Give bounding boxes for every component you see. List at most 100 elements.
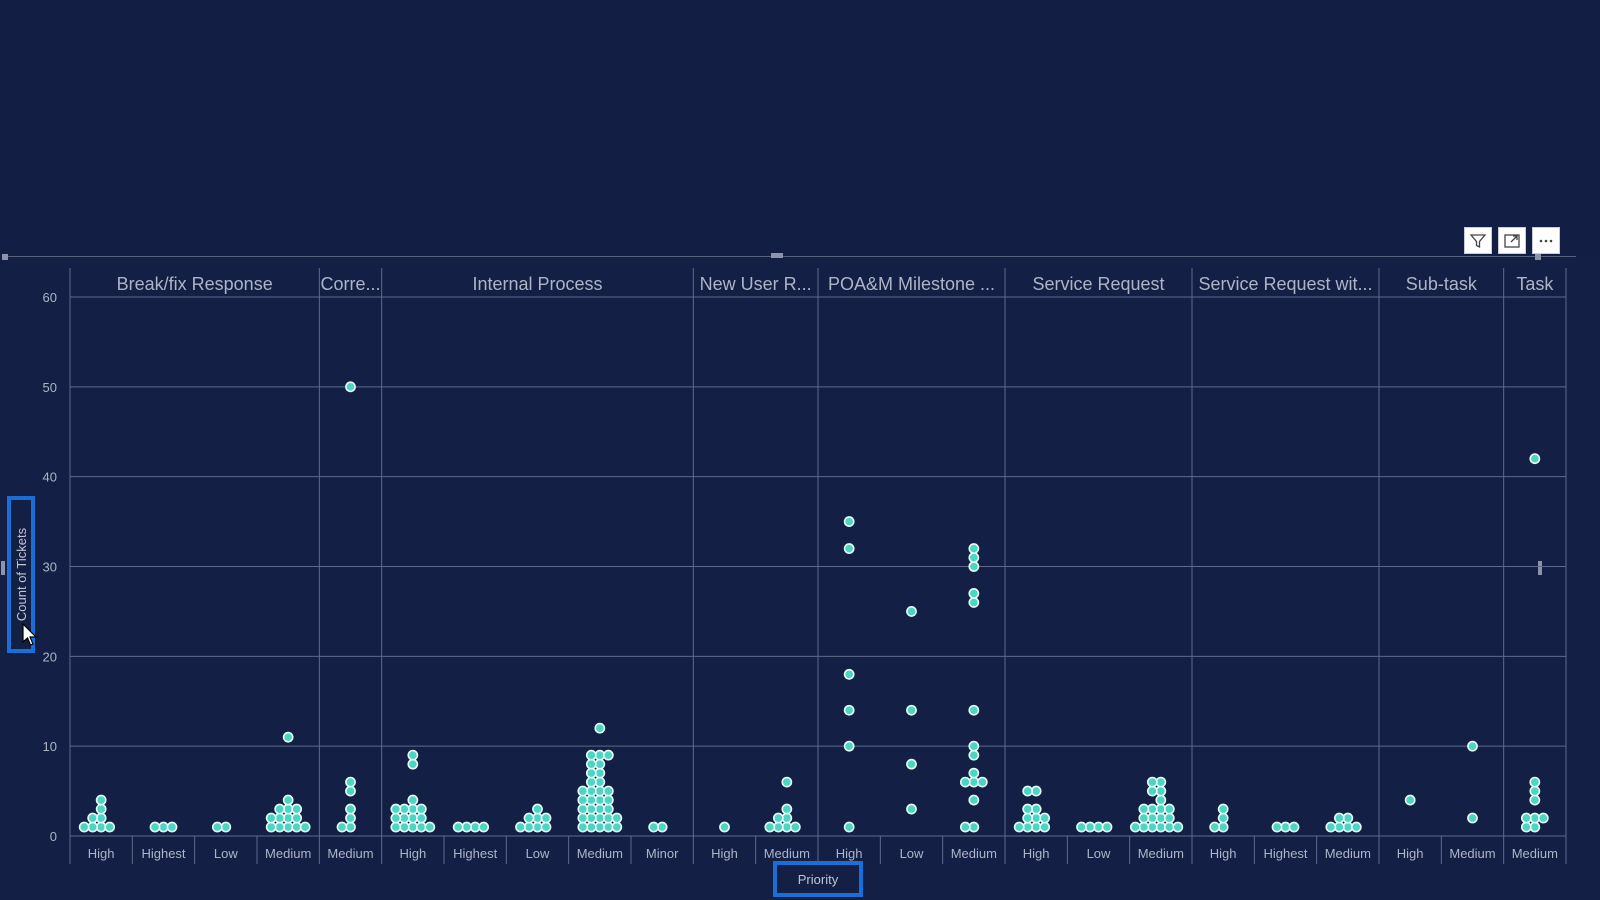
data-point[interactable] <box>345 803 356 815</box>
data-point[interactable] <box>602 794 614 806</box>
data-point[interactable] <box>1013 821 1025 833</box>
data-point[interactable] <box>282 731 294 743</box>
data-point[interactable] <box>1520 812 1532 824</box>
data-point[interactable] <box>1217 812 1229 824</box>
data-point[interactable] <box>585 749 597 761</box>
data-point[interactable] <box>1022 803 1034 815</box>
data-point[interactable] <box>781 776 793 788</box>
data-point[interactable] <box>968 767 980 779</box>
data-point[interactable] <box>1039 812 1051 824</box>
resize-handle-top-left[interactable] <box>2 254 8 260</box>
data-point[interactable] <box>1129 821 1141 833</box>
data-point[interactable] <box>1138 812 1150 824</box>
data-point[interactable] <box>1325 821 1337 833</box>
data-point[interactable] <box>577 821 589 833</box>
data-point[interactable] <box>415 812 427 824</box>
data-point[interactable] <box>968 704 980 716</box>
data-point[interactable] <box>648 821 660 833</box>
data-point[interactable] <box>1101 821 1113 833</box>
data-point[interactable] <box>1163 803 1175 815</box>
data-point[interactable] <box>1333 812 1345 824</box>
data-point[interactable] <box>772 812 784 824</box>
data-point[interactable] <box>1155 794 1167 806</box>
data-point[interactable] <box>585 767 597 779</box>
data-point[interactable] <box>611 821 623 833</box>
visual-container[interactable] <box>1 253 1576 897</box>
resize-handle-right[interactable] <box>1538 561 1542 575</box>
resize-handle-left[interactable] <box>1 561 5 575</box>
data-point[interactable] <box>843 543 855 554</box>
data-point[interactable] <box>577 812 589 824</box>
data-point[interactable] <box>1529 453 1541 465</box>
data-point[interactable] <box>577 794 589 806</box>
data-point[interactable] <box>1271 821 1283 833</box>
data-point[interactable] <box>452 821 464 833</box>
data-point[interactable] <box>1467 812 1478 824</box>
data-point[interactable] <box>906 704 917 716</box>
data-point[interactable] <box>211 821 223 833</box>
data-point[interactable] <box>976 776 988 788</box>
data-point[interactable] <box>265 812 277 824</box>
data-point[interactable] <box>906 606 917 617</box>
data-point[interactable] <box>1520 821 1532 833</box>
data-point[interactable] <box>1529 776 1541 788</box>
more-options-button[interactable] <box>1532 227 1560 254</box>
data-point[interactable] <box>523 812 535 824</box>
data-point[interactable] <box>585 758 597 770</box>
data-point[interactable] <box>532 803 543 815</box>
data-point[interactable] <box>1022 785 1034 797</box>
data-point[interactable] <box>968 794 980 806</box>
resize-handle-top-center[interactable] <box>771 253 783 258</box>
data-point[interactable] <box>1039 821 1051 833</box>
data-point[interactable] <box>515 821 526 833</box>
data-point[interactable] <box>87 812 99 824</box>
data-point[interactable] <box>843 668 855 680</box>
data-point[interactable] <box>478 821 490 833</box>
data-point[interactable] <box>407 749 419 761</box>
data-point[interactable] <box>1350 821 1362 833</box>
data-point[interactable] <box>95 794 107 806</box>
data-point[interactable] <box>843 516 855 527</box>
data-point[interactable] <box>1404 794 1416 806</box>
data-point[interactable] <box>540 821 552 833</box>
data-point[interactable] <box>1146 776 1158 788</box>
data-point[interactable] <box>577 803 589 815</box>
data-point[interactable] <box>1138 803 1150 815</box>
data-point[interactable] <box>602 785 614 797</box>
data-point[interactable] <box>602 749 614 761</box>
data-point[interactable] <box>265 821 277 833</box>
data-point[interactable] <box>390 821 402 833</box>
data-point[interactable] <box>336 821 348 833</box>
data-point[interactable] <box>1076 821 1087 833</box>
data-point[interactable] <box>968 749 980 761</box>
data-point[interactable] <box>78 821 90 833</box>
data-point[interactable] <box>1146 785 1158 797</box>
data-point[interactable] <box>602 803 614 815</box>
data-point[interactable] <box>594 722 606 734</box>
data-point[interactable] <box>540 812 552 824</box>
data-point[interactable] <box>1172 821 1184 833</box>
data-point[interactable] <box>166 821 178 833</box>
data-point[interactable] <box>345 785 356 797</box>
data-point[interactable] <box>719 821 730 833</box>
data-point[interactable] <box>843 821 855 833</box>
data-point[interactable] <box>390 803 402 815</box>
data-point[interactable] <box>345 776 356 788</box>
data-point[interactable] <box>345 812 356 824</box>
data-point[interactable] <box>390 812 402 824</box>
data-point[interactable] <box>291 812 303 824</box>
data-point[interactable] <box>968 561 980 572</box>
data-point[interactable] <box>1467 740 1478 752</box>
data-point[interactable] <box>95 803 107 815</box>
focus-mode-button[interactable] <box>1498 227 1526 254</box>
x-axis-title[interactable]: Priority <box>773 861 863 897</box>
data-point[interactable] <box>906 758 917 770</box>
data-point[interactable] <box>959 821 971 833</box>
data-point[interactable] <box>843 704 855 716</box>
data-point[interactable] <box>345 381 356 393</box>
data-point[interactable] <box>299 821 311 833</box>
data-point[interactable] <box>781 803 793 815</box>
data-point[interactable] <box>291 803 303 815</box>
data-point[interactable] <box>424 821 436 833</box>
data-point[interactable] <box>415 803 427 815</box>
